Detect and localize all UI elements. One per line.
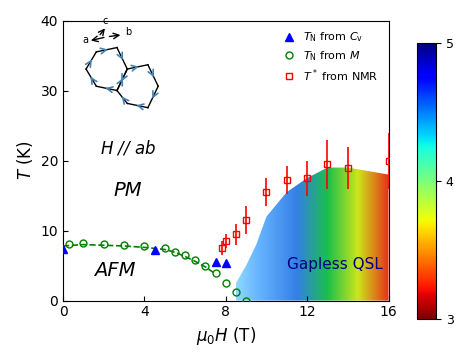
Text: AFM: AFM [93,261,135,280]
X-axis label: $\mu_0H$ (T): $\mu_0H$ (T) [196,325,256,347]
Legend: $T_\mathrm{N}$ from $C_\mathrm{v}$, $T_\mathrm{N}$ from $M$, $T^*$ from NMR: $T_\mathrm{N}$ from $C_\mathrm{v}$, $T_\… [279,26,383,88]
Text: $H$ // ab: $H$ // ab [100,139,156,157]
Y-axis label: $T$ (K): $T$ (K) [15,140,35,181]
Text: Gapless QSL: Gapless QSL [287,257,383,272]
Text: PM: PM [114,181,143,199]
